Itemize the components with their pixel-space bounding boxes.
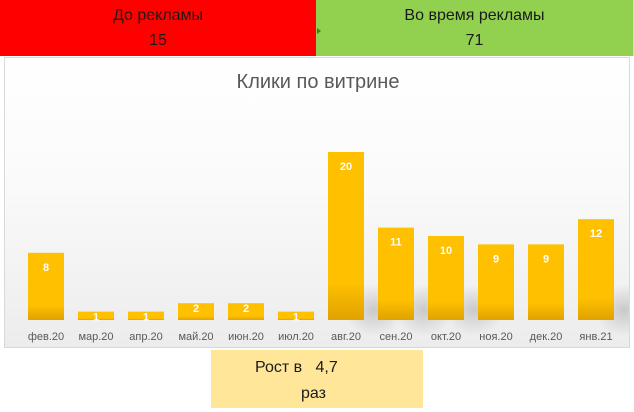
during-ad-value: 71 bbox=[465, 32, 484, 49]
bar-июн.20[interactable] bbox=[228, 303, 264, 320]
x-tick-label: дек.20 bbox=[530, 331, 563, 343]
bar-май.20[interactable] bbox=[178, 303, 214, 320]
bar-апр.20[interactable] bbox=[128, 311, 164, 320]
x-tick-label: фев.20 bbox=[28, 331, 64, 343]
growth-suffix: раз bbox=[301, 385, 326, 402]
growth-line: Рост в 4,7 bbox=[255, 359, 338, 377]
data-label-сен.20: 11 bbox=[390, 237, 402, 249]
bar-авг.20[interactable] bbox=[328, 152, 364, 320]
data-label-авг.20: 20 bbox=[340, 161, 352, 173]
bar-июл.20[interactable] bbox=[278, 311, 314, 320]
data-label-янв.21: 12 bbox=[590, 228, 602, 240]
header-during-ad: Во время рекламы 71 bbox=[316, 0, 634, 56]
data-label-май.20: 2 bbox=[193, 303, 199, 315]
data-label-ноя.20: 9 bbox=[493, 253, 499, 265]
growth-value: 4,7 bbox=[315, 359, 338, 376]
bar-сен.20[interactable] bbox=[378, 227, 414, 320]
cell-corner-marker-icon bbox=[317, 28, 321, 34]
data-label-июн.20: 2 bbox=[243, 303, 249, 315]
data-label-мар.20: 1 bbox=[93, 312, 99, 324]
header-before-ad: До рекламы 15 bbox=[0, 0, 316, 56]
growth-prefix: Рост в bbox=[255, 359, 303, 376]
before-ad-label: До рекламы bbox=[112, 7, 204, 24]
x-tick-label: июл.20 bbox=[278, 331, 314, 343]
data-label-июл.20: 1 bbox=[293, 312, 299, 324]
x-tick-label: сен.20 bbox=[380, 331, 413, 343]
x-tick-label: авг.20 bbox=[331, 331, 361, 343]
before-ad-value: 15 bbox=[149, 32, 167, 49]
x-tick-label: мар.20 bbox=[78, 331, 113, 343]
bar-дек.20[interactable] bbox=[528, 244, 564, 320]
chart-title: Клики по витрине bbox=[237, 71, 400, 93]
data-label-апр.20: 1 bbox=[143, 312, 149, 324]
bar-янв.21[interactable] bbox=[578, 219, 614, 320]
data-label-фев.20: 8 bbox=[43, 262, 49, 274]
x-tick-label: янв.21 bbox=[579, 331, 612, 343]
x-tick-label: май.20 bbox=[178, 331, 213, 343]
bar-ноя.20[interactable] bbox=[478, 244, 514, 320]
bar-окт.20[interactable] bbox=[428, 236, 464, 320]
during-ad-label: Во время рекламы bbox=[404, 7, 545, 24]
bar-мар.20[interactable] bbox=[78, 311, 114, 320]
x-tick-label: апр.20 bbox=[129, 331, 162, 343]
growth-box: Рост в 4,7 раз bbox=[211, 350, 423, 408]
data-label-дек.20: 9 bbox=[543, 253, 549, 265]
x-tick-label: окт.20 bbox=[431, 331, 461, 343]
data-label-окт.20: 10 bbox=[440, 245, 452, 257]
x-tick-label: июн.20 bbox=[228, 331, 264, 343]
chart-area[interactable]: Клики по витрине 8 1 1 2 2 1 20 11 10 9 9 12 фев.20… bbox=[4, 57, 630, 348]
bar-фев.20[interactable] bbox=[28, 252, 64, 320]
x-tick-label: ноя.20 bbox=[479, 331, 512, 343]
